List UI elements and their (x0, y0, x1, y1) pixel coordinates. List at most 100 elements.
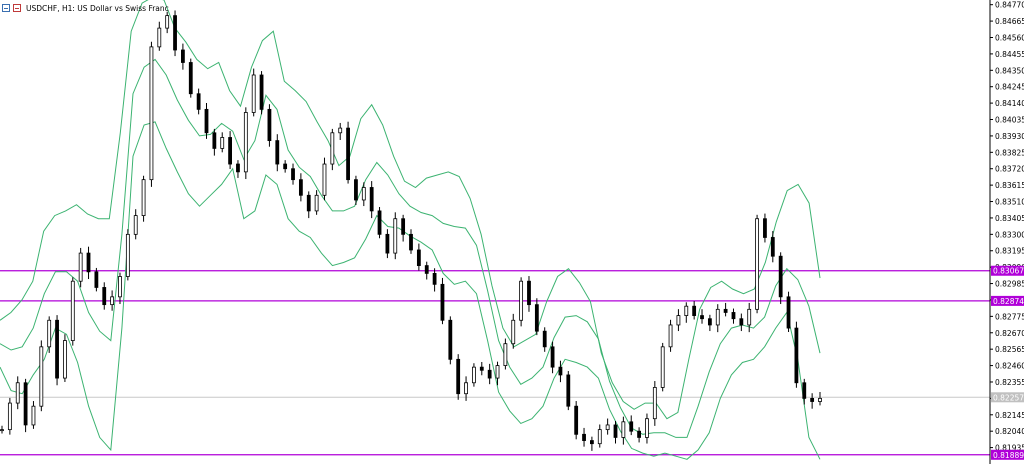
price-tick-label: 0.82040 (995, 427, 1024, 436)
price-tick-label: 0.82460 (995, 362, 1024, 371)
candle-body (472, 366, 476, 384)
candle-body (739, 318, 744, 326)
price-tick-label: 0.84770 (995, 1, 1024, 10)
candle-body (479, 366, 484, 371)
candle-body (731, 312, 736, 320)
horizontal-level-label-box (991, 295, 1024, 306)
price-tick-label: 0.84035 (995, 116, 1024, 125)
price-tick-label: 0.81935 (995, 444, 1024, 453)
candle-body (747, 308, 752, 326)
candle-body (102, 287, 107, 306)
candle-body (668, 324, 673, 348)
candle-body (70, 280, 75, 341)
price-tick-label: 0.83930 (995, 132, 1024, 141)
candle-body (778, 255, 783, 298)
candle-body (440, 283, 445, 321)
price-tick-label: 0.83300 (995, 230, 1024, 239)
candle-body (534, 304, 539, 332)
candle-body (424, 265, 429, 274)
candle-body (810, 397, 815, 402)
candle-body (802, 382, 807, 399)
candle-body (283, 163, 288, 170)
candle-body (409, 233, 413, 251)
candle-body (503, 343, 508, 366)
candle-body (566, 374, 571, 407)
candle-body (188, 62, 193, 95)
candle-body (527, 280, 531, 306)
candle-body (637, 430, 641, 438)
price-tick-label: 0.84665 (995, 17, 1024, 26)
candle-body (770, 237, 775, 257)
candle-body (393, 218, 398, 254)
candle-body (495, 365, 500, 379)
candle-body (125, 233, 130, 277)
horizontal-lines (0, 270, 990, 456)
candle-body (220, 137, 225, 149)
candle-body (133, 215, 138, 235)
price-tick-label: 0.82355 (995, 378, 1024, 387)
candle-body (401, 218, 406, 235)
candle-body (645, 418, 649, 438)
candle-body (15, 382, 20, 404)
candle-body (707, 318, 712, 326)
price-tick-label: 0.83615 (995, 181, 1024, 190)
price-tick-label: 0.84560 (995, 33, 1024, 42)
candle-body (306, 194, 311, 212)
candle-body (314, 194, 319, 212)
candle-body (676, 315, 681, 326)
candle-body (613, 424, 618, 438)
horizontal-level-label-box (991, 265, 1024, 276)
candle-body (346, 127, 350, 181)
candle-body (464, 382, 468, 395)
candle-body (377, 210, 382, 235)
upper-band-line (0, 0, 821, 420)
candle-body (519, 280, 524, 321)
candle-body (157, 27, 162, 48)
candle-body (448, 319, 453, 360)
candle-body (487, 369, 492, 379)
price-tick-label: 0.83510 (995, 198, 1024, 207)
candle-body (86, 252, 91, 273)
candle-body (542, 330, 547, 348)
candle-body (692, 305, 697, 316)
candle-body (558, 366, 563, 376)
indicator-icon[interactable] (13, 4, 21, 12)
candle-body (110, 296, 115, 306)
candle-body (605, 424, 610, 431)
candle-body (31, 405, 36, 426)
candle-body (456, 358, 461, 395)
price-tick-label: 0.83720 (995, 165, 1024, 174)
candle-body (196, 93, 201, 110)
candle-body (291, 168, 295, 181)
candle-body (118, 276, 122, 298)
price-tick-label: 0.83825 (995, 148, 1024, 157)
bid-price-label: 0.82257 (993, 393, 1024, 402)
price-tick-label: 0.84245 (995, 83, 1024, 92)
candle-body (243, 112, 248, 173)
price-tick-label: 0.83405 (995, 214, 1024, 223)
candle-body (47, 319, 52, 348)
candle-body (94, 271, 99, 288)
middle-band-line (0, 58, 821, 438)
horizontal-level-label: 0.82874 (993, 297, 1024, 306)
candle-body (181, 49, 185, 63)
horizontal-level-label: 0.83067 (993, 267, 1024, 276)
horizontal-level-label: 0.81889 (993, 451, 1024, 460)
candle-body (251, 74, 256, 113)
candle-body (267, 108, 272, 142)
bid-price-label-box (991, 392, 1024, 403)
price-tick-label: 0.84455 (995, 50, 1024, 59)
candle-body (259, 74, 264, 110)
candle-body (0, 429, 4, 432)
candle-body (78, 252, 83, 282)
candle-body (330, 132, 335, 165)
price-tick-label: 0.83195 (995, 247, 1024, 256)
candle-body (298, 179, 303, 196)
candle-body (23, 382, 28, 426)
price-line-labels: 0.82257 0.83067 0.82874 0.81889 (991, 265, 1024, 460)
chart-header: USDCHF, H1: US Dollar vs Swiss Franc (2, 1, 169, 15)
chart-window-icon[interactable] (2, 4, 10, 12)
candle-body (338, 127, 343, 134)
